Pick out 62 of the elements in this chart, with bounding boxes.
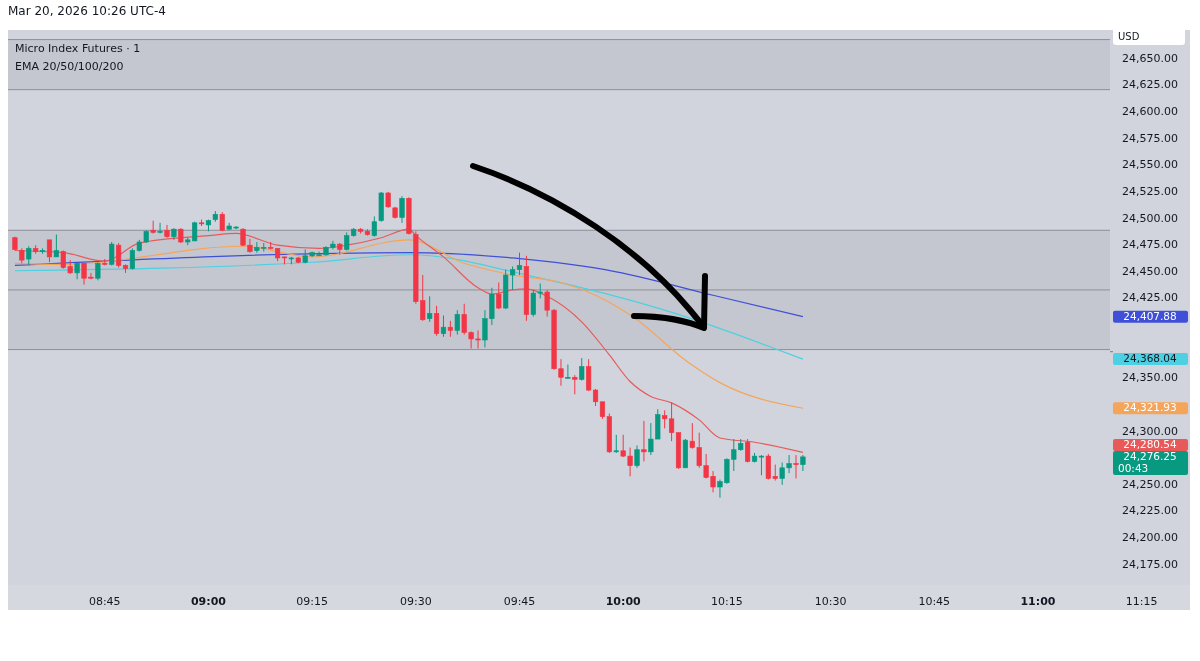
line-series [14,252,804,318]
candlestick [371,215,377,238]
line-series [14,228,804,453]
annotation: 00:43 [1118,461,1149,474]
candlestick [164,224,170,239]
y-tick-label: 24,450.00 [1122,264,1178,278]
y-tick-label: 24,500.00 [1122,211,1178,225]
annotation: 24,276.25 [1123,449,1177,462]
x-tick-label: 10:00 [605,595,642,608]
y-tick-label: 24,300.00 [1122,424,1178,438]
y-tick-label: 24,200.00 [1122,531,1178,545]
candlestick [758,454,765,476]
candlestick [53,234,59,258]
candlestick [496,281,502,310]
x-tick-label: 11:15 [1125,595,1158,608]
y-tick-label: 24,175.00 [1122,557,1178,571]
y-tick-label: 24,550.00 [1122,158,1178,172]
candlestick [440,314,447,338]
text: EMA 20/50/100/200 [15,60,124,73]
y-tick-label: 24,225.00 [1122,504,1178,518]
annotation: 24,321.93 [1123,401,1177,414]
text: Micro Index Futures · 1 [15,42,141,55]
text: Mar 20, 2026 10:26 UTC-4 [8,4,166,18]
candlestick [613,434,619,454]
x-tick-label: 08:45 [88,595,121,608]
x-tick-label: 10:45 [918,595,951,608]
x-tick-label: 09:45 [503,595,536,608]
candlestick [793,454,799,479]
x-tick-label: 11:00 [1020,595,1056,608]
candlestick [454,309,460,336]
line-series [14,254,804,360]
annotation: USD [1118,31,1140,42]
line-series [14,239,804,409]
x-tick-label: 10:15 [711,595,743,608]
candlestick [26,245,32,266]
x-tick-label: 09:15 [296,595,328,608]
candlestick [641,420,647,462]
y-tick-label: 24,625.00 [1122,78,1178,92]
y-tick-label: 24,475.00 [1122,238,1178,252]
y-tick-label: 24,600.00 [1122,105,1178,119]
y-tick-label: 24,425.00 [1122,291,1178,305]
y-tick-label: 24,650.00 [1122,51,1178,65]
candlestick [572,374,578,395]
currency-label-box: USD [1113,27,1185,45]
candlestick [95,261,101,281]
annotation: 24,407.88 [1123,309,1177,322]
candlestick [427,295,433,323]
x-tick-label: 09:00 [190,595,227,608]
candlestick [433,305,440,337]
y-tick-label: 24,525.00 [1122,184,1178,198]
candlestick [157,222,163,234]
x-tick-label: 10:30 [814,595,847,608]
y-tick-label: 24,350.00 [1122,371,1178,385]
annotation: 24,280.54 [1123,437,1178,450]
candlestick [399,195,405,224]
candlestick [634,444,640,469]
annotation: 24,368.04 [1123,352,1178,365]
candlestick [565,363,571,379]
y-tick-label: 24,575.00 [1122,131,1178,145]
x-tick-label: 09:30 [399,595,432,608]
candlestick [46,239,53,263]
y-tick-label: 24,250.00 [1122,477,1178,491]
